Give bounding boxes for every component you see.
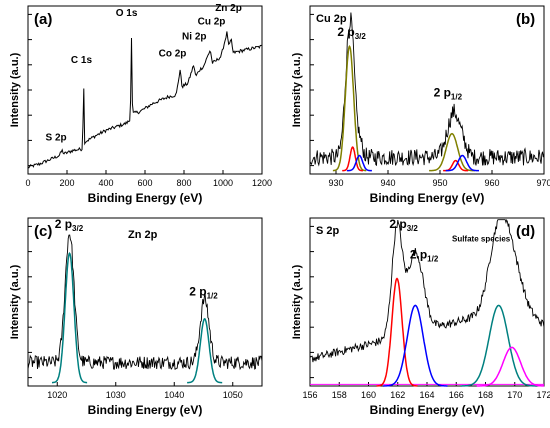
peak-label-sub: 1/2 — [427, 254, 439, 263]
x-axis-label: Binding Energy (eV) — [370, 191, 485, 205]
peak-label: 2 p1/2 — [410, 247, 439, 263]
x-tick-label: 168 — [478, 390, 493, 400]
x-tick-label: 400 — [98, 178, 113, 188]
fit-component-line — [346, 154, 372, 172]
peak-label-sub: 1/2 — [451, 93, 463, 102]
panel-title: Cu 2p — [316, 13, 347, 25]
fit-component-line — [52, 252, 88, 384]
peak-label: 2 p1/2 — [189, 284, 218, 300]
x-tick-label: 1030 — [106, 390, 126, 400]
peak-label-main: 2 p — [410, 247, 427, 261]
panel-label: (b) — [516, 11, 535, 28]
peak-label-main: Sulfate species — [452, 235, 511, 244]
fit-component-line — [187, 317, 223, 384]
raw-spectrum-line — [309, 218, 545, 363]
peak-annotation: S 2p — [46, 132, 67, 143]
plot-frame — [27, 5, 263, 175]
raw-spectrum-line — [27, 234, 263, 371]
y-axis-label: Intensity (a.u.) — [291, 52, 303, 127]
peak-label: 2 p3/2 — [55, 217, 84, 233]
fit-component-line — [332, 44, 367, 172]
x-tick-label: 1020 — [47, 390, 67, 400]
x-tick-label: 160 — [361, 390, 376, 400]
chart-panel: 156 158 160 162 164 166 168 170 172 Binding Energ… — [291, 217, 550, 417]
x-tick-label: 930 — [328, 178, 343, 188]
peak-label: Sulfate species — [452, 235, 511, 244]
peak-label: 2 p3/2 — [389, 217, 418, 233]
panel-label: (a) — [34, 11, 52, 28]
peak-annotation: Ni 2p — [182, 32, 206, 43]
x-tick-label: 166 — [449, 390, 464, 400]
chart-panel: 930 940 950 960 970 Binding Energy (eV) Intens… — [291, 5, 550, 205]
chart-panel: 0 200 400 600 800 1000 1200 Binding Energy (eV)… — [9, 3, 272, 205]
x-tick-label: 158 — [332, 390, 347, 400]
x-axis-label: Binding Energy (eV) — [370, 403, 485, 417]
x-tick-label: 1040 — [164, 390, 184, 400]
x-tick-label: 0 — [25, 178, 30, 188]
peak-label-sub: 3/2 — [355, 32, 367, 41]
fit-component-line — [429, 132, 475, 172]
x-tick-label: 172 — [536, 390, 550, 400]
x-axis-label: Binding Energy (eV) — [88, 191, 203, 205]
peak-label-sub: 3/2 — [407, 224, 419, 233]
x-tick-label: 1000 — [213, 178, 233, 188]
raw-spectrum-line — [309, 12, 545, 167]
panel-title: S 2p — [316, 225, 340, 237]
chart-panel: 1020 1030 1040 1050 Binding Energy (eV) Inten… — [9, 217, 263, 417]
x-tick-label: 960 — [484, 178, 499, 188]
peak-label-main: 2 p — [337, 25, 354, 39]
peak-annotation: C 1s — [71, 55, 93, 66]
y-axis-label: Intensity (a.u.) — [9, 264, 21, 339]
x-tick-label: 200 — [59, 178, 74, 188]
peak-annotation: Cu 2p — [198, 16, 226, 27]
x-tick-label: 170 — [507, 390, 522, 400]
x-tick-label: 1200 — [252, 178, 272, 188]
peak-label-main: 2 p — [55, 217, 72, 231]
fit-component-line — [383, 304, 448, 387]
x-tick-label: 164 — [419, 390, 434, 400]
peak-annotation: Co 2p — [159, 48, 187, 59]
peak-annotation: Zn 2p — [215, 3, 242, 14]
x-tick-label: 162 — [390, 390, 405, 400]
x-tick-label: 970 — [536, 178, 550, 188]
y-axis-label: Intensity (a.u.) — [291, 264, 303, 339]
peak-label: 2 p3/2 — [337, 25, 366, 41]
x-tick-label: 800 — [176, 178, 191, 188]
peak-label: 2 p1/2 — [434, 86, 463, 102]
peak-label-sub: 3/2 — [72, 224, 84, 233]
fit-component-line — [376, 277, 418, 387]
x-tick-label: 156 — [302, 390, 317, 400]
fit-component-line — [460, 304, 537, 387]
x-tick-label: 1050 — [223, 390, 243, 400]
panel-label: (c) — [34, 223, 52, 240]
panel-label: (d) — [516, 223, 535, 240]
x-tick-label: 600 — [137, 178, 152, 188]
survey-spectrum-line — [27, 31, 262, 169]
peak-label-main: 2 p — [434, 86, 451, 100]
x-tick-label: 940 — [380, 178, 395, 188]
y-axis-label: Intensity (a.u.) — [9, 52, 21, 127]
peak-annotation: O 1s — [116, 8, 138, 19]
fit-component-line — [445, 154, 479, 172]
x-tick-label: 950 — [432, 178, 447, 188]
panel-title: Zn 2p — [128, 229, 158, 241]
x-axis-label: Binding Energy (eV) — [88, 403, 203, 417]
peak-label-main: 2 p — [189, 284, 206, 298]
fit-component-line — [476, 346, 545, 387]
peak-label-sub: 1/2 — [207, 291, 219, 300]
peak-label-main: 2 p — [389, 217, 406, 231]
fit-component-line — [342, 146, 363, 172]
